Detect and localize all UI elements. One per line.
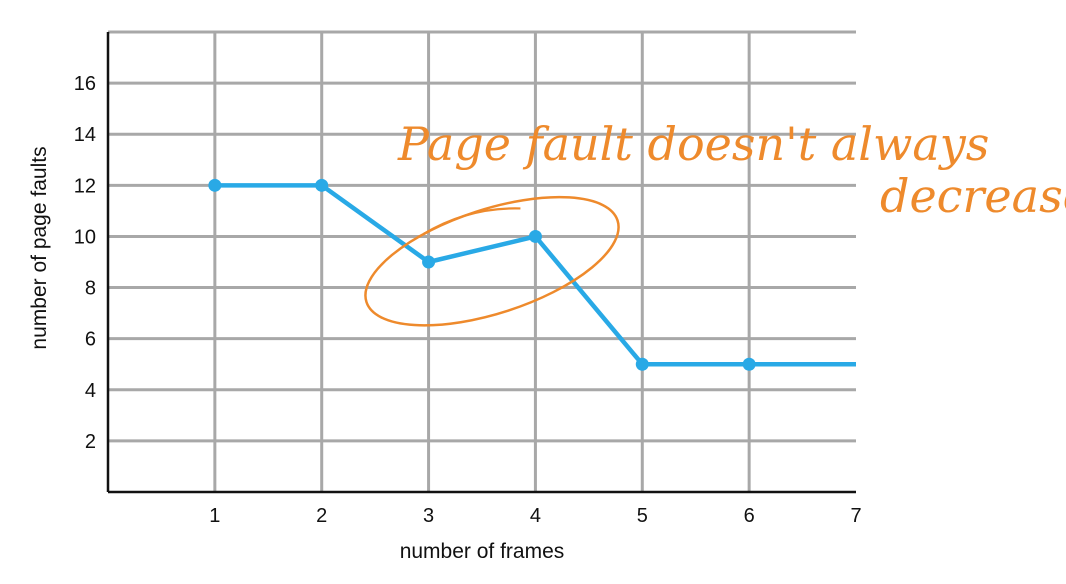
data-point <box>528 229 542 243</box>
y-tick-label: 10 <box>74 226 96 248</box>
series-group <box>208 178 856 371</box>
x-tick-label: 6 <box>744 505 755 527</box>
annotations <box>364 195 620 327</box>
grid-lines <box>108 30 856 492</box>
y-tick-label: 8 <box>85 278 96 300</box>
x-tick-label: 4 <box>530 505 541 527</box>
x-tick-label: 3 <box>423 505 434 527</box>
x-tick-label: 5 <box>637 505 648 527</box>
y-tick-label: 14 <box>74 124 96 146</box>
data-point <box>742 357 756 371</box>
data-point <box>422 255 436 269</box>
x-axis-label: number of frames <box>400 540 565 563</box>
x-tick-label: 7 <box>850 505 861 527</box>
y-tick-label: 6 <box>85 329 96 351</box>
annotation-text-line2: decrease <box>880 169 1066 223</box>
y-tick-label: 2 <box>85 431 96 453</box>
y-tick-label: 16 <box>74 73 96 95</box>
data-point <box>315 178 329 192</box>
data-point <box>635 357 649 371</box>
data-point <box>208 178 222 192</box>
y-tick-label: 12 <box>74 175 96 197</box>
y-axis-label: number of page faults <box>28 146 51 349</box>
annotation-stroke <box>423 207 521 235</box>
y-tick-label: 4 <box>85 380 96 402</box>
annotation-ellipse <box>364 195 620 327</box>
annotation-text-line1: Page fault doesn't always <box>397 117 989 171</box>
axes <box>106 32 856 494</box>
x-tick-label: 2 <box>316 505 327 527</box>
x-tick-label: 1 <box>209 505 220 527</box>
